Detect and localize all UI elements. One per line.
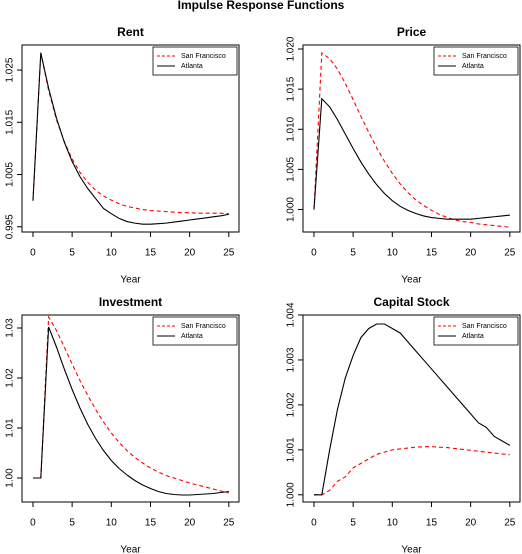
x-tick-label: 15	[145, 248, 157, 259]
legend-label: San Francisco	[462, 323, 507, 330]
x-tick-label: 10	[106, 248, 118, 259]
series-line	[313, 446, 510, 496]
series-line	[313, 97, 510, 220]
x-axis-label: Year	[120, 545, 141, 554]
y-tick-label: 1.015	[5, 109, 16, 134]
y-tick-label: 1.01	[5, 418, 16, 438]
legend-box	[433, 46, 519, 76]
x-tick-label: 20	[465, 518, 477, 529]
series-line	[32, 326, 229, 496]
legend-label: Atlanta	[462, 63, 484, 70]
x-tick-label: 0	[30, 518, 36, 529]
x-tick-label: 0	[311, 518, 317, 529]
legend-label: Atlanta	[181, 333, 203, 340]
x-tick-label: 0	[311, 248, 317, 259]
legend-label: San Francisco	[181, 53, 226, 60]
series-line	[32, 52, 229, 215]
figure-title: Impulse Response Functions	[178, 0, 345, 12]
y-tick-label: 1.020	[286, 36, 297, 61]
y-tick-label: 1.003	[286, 347, 297, 372]
series-line	[32, 52, 229, 225]
y-tick-label: 1.001	[286, 437, 297, 462]
series-line	[313, 323, 511, 496]
legend-label: San Francisco	[462, 53, 507, 60]
x-tick-label: 0	[30, 248, 36, 259]
x-tick-label: 20	[184, 248, 196, 259]
y-tick-label: 1.004	[286, 302, 297, 327]
x-axis-label: Year	[401, 545, 422, 554]
x-tick-label: 25	[504, 518, 516, 529]
x-tick-label: 20	[184, 518, 196, 529]
x-tick-label: 5	[350, 518, 356, 529]
y-tick-label: 1.000	[286, 482, 297, 507]
x-tick-label: 10	[387, 248, 399, 259]
plot-frame	[21, 44, 240, 233]
y-tick-label: 1.005	[286, 156, 297, 181]
panel-title: Rent	[117, 25, 144, 39]
plot-frame	[21, 314, 240, 503]
legend-label: Atlanta	[462, 333, 484, 340]
y-tick-label: 1.002	[286, 392, 297, 417]
x-tick-label: 15	[426, 248, 438, 259]
legend-box	[433, 316, 519, 346]
y-tick-label: 1.000	[286, 197, 297, 222]
y-tick-label: 1.00	[5, 468, 16, 488]
plot-frame	[302, 44, 521, 233]
x-tick-label: 5	[350, 248, 356, 259]
y-tick-label: 0.995	[5, 214, 16, 239]
x-tick-label: 25	[223, 248, 235, 259]
x-tick-label: 25	[504, 248, 516, 259]
x-axis-label: Year	[120, 275, 141, 286]
x-tick-label: 10	[387, 518, 399, 529]
panel-title: Investment	[99, 295, 162, 309]
y-tick-label: 1.03	[5, 318, 16, 338]
legend-box	[152, 46, 238, 76]
legend-label: San Francisco	[181, 323, 226, 330]
x-tick-label: 10	[106, 518, 118, 529]
series-line	[313, 51, 510, 228]
legend-label: Atlanta	[181, 63, 203, 70]
plot-frame	[302, 314, 521, 503]
x-tick-label: 15	[426, 518, 438, 529]
x-tick-label: 5	[69, 518, 75, 529]
x-tick-label: 15	[145, 518, 157, 529]
legend-box	[152, 316, 238, 346]
y-tick-label: 1.005	[5, 162, 16, 187]
y-tick-label: 1.010	[286, 116, 297, 141]
x-axis-label: Year	[401, 275, 422, 286]
x-tick-label: 20	[465, 248, 477, 259]
y-tick-label: 1.015	[286, 76, 297, 101]
x-tick-label: 5	[69, 248, 75, 259]
x-tick-label: 25	[223, 518, 235, 529]
y-tick-label: 1.02	[5, 368, 16, 388]
y-tick-label: 1.025	[5, 57, 16, 82]
panel-title: Price	[397, 25, 427, 39]
series-line	[32, 315, 229, 494]
panel-title: Capital Stock	[373, 295, 449, 309]
